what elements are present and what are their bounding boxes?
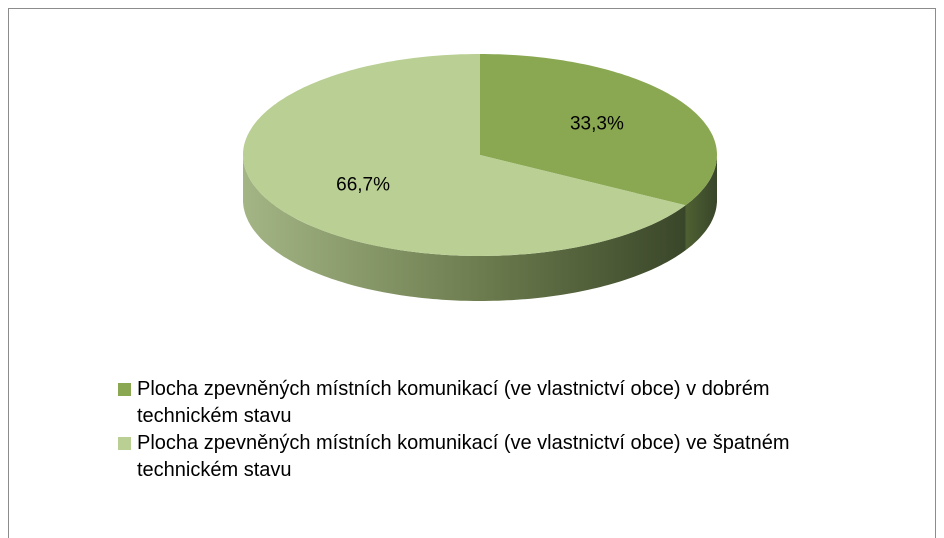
data-label: 66,7%: [336, 174, 390, 195]
legend-label: Plocha zpevněných místních komunikací (v…: [137, 432, 790, 481]
legend-swatch: [118, 383, 131, 396]
slice-side: [243, 155, 686, 301]
legend-swatch: [118, 437, 131, 450]
legend-item: Plocha zpevněných místních komunikací (v…: [118, 430, 838, 484]
chart-border: [8, 8, 936, 538]
slice: [480, 54, 717, 206]
slice: [243, 54, 686, 256]
legend: Plocha zpevněných místních komunikací (v…: [118, 376, 838, 484]
legend-item: Plocha zpevněných místních komunikací (v…: [118, 376, 838, 430]
slice-side: [685, 155, 717, 251]
data-label: 33,3%: [570, 114, 624, 135]
legend-label: Plocha zpevněných místních komunikací (v…: [137, 378, 770, 427]
